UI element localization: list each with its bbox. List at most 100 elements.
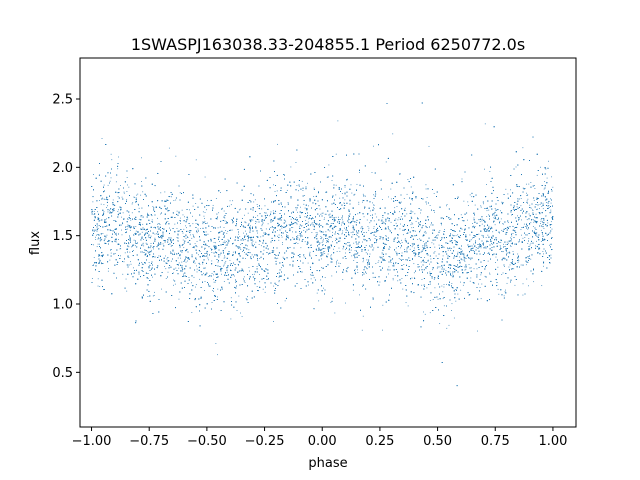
data-point bbox=[355, 253, 357, 255]
data-point bbox=[461, 228, 463, 230]
data-point bbox=[215, 198, 217, 199]
data-point bbox=[152, 276, 153, 278]
data-point bbox=[534, 188, 536, 189]
data-point bbox=[478, 283, 480, 285]
data-point bbox=[297, 235, 299, 237]
data-point bbox=[434, 211, 435, 213]
data-point bbox=[97, 217, 99, 219]
data-point bbox=[434, 246, 436, 248]
data-point bbox=[222, 241, 224, 243]
data-point bbox=[505, 289, 506, 291]
data-point bbox=[204, 267, 206, 269]
data-point bbox=[372, 276, 374, 278]
data-point bbox=[171, 196, 172, 198]
data-point bbox=[404, 207, 406, 209]
data-point bbox=[541, 285, 543, 287]
data-point bbox=[238, 261, 240, 262]
data-point bbox=[303, 256, 305, 258]
data-point bbox=[450, 233, 452, 234]
data-point bbox=[437, 277, 439, 279]
data-point bbox=[485, 237, 487, 238]
data-point bbox=[293, 243, 295, 244]
data-point bbox=[412, 230, 413, 232]
data-point bbox=[399, 243, 401, 244]
data-point bbox=[228, 240, 230, 241]
data-point bbox=[529, 204, 531, 206]
data-point bbox=[402, 234, 404, 236]
data-point bbox=[336, 259, 338, 261]
data-point bbox=[233, 242, 234, 244]
data-point bbox=[215, 343, 217, 344]
data-point bbox=[301, 225, 303, 227]
data-point bbox=[129, 251, 131, 253]
data-point bbox=[492, 213, 494, 215]
data-point bbox=[362, 315, 364, 317]
data-point bbox=[333, 226, 335, 228]
data-point bbox=[92, 201, 94, 203]
data-point bbox=[506, 227, 508, 229]
data-point bbox=[148, 215, 150, 217]
data-point bbox=[174, 223, 176, 225]
data-point bbox=[500, 218, 502, 220]
data-point bbox=[311, 232, 313, 233]
data-point bbox=[228, 241, 230, 243]
data-point bbox=[488, 227, 490, 228]
data-point bbox=[154, 226, 156, 228]
data-point bbox=[536, 236, 538, 237]
data-point bbox=[196, 271, 198, 273]
data-point bbox=[461, 178, 463, 180]
data-point bbox=[471, 196, 473, 198]
data-point bbox=[184, 216, 185, 218]
data-point bbox=[97, 278, 99, 280]
data-point bbox=[338, 247, 340, 249]
data-point bbox=[410, 224, 412, 226]
data-point bbox=[131, 212, 133, 214]
data-point bbox=[296, 223, 298, 225]
data-point bbox=[199, 278, 201, 280]
data-point bbox=[454, 289, 456, 290]
data-point bbox=[167, 239, 168, 240]
data-point bbox=[543, 228, 545, 229]
data-point bbox=[426, 197, 428, 199]
data-point bbox=[544, 168, 546, 169]
data-point bbox=[145, 242, 147, 244]
data-point bbox=[417, 239, 419, 240]
data-point bbox=[408, 257, 409, 259]
data-point bbox=[286, 189, 288, 191]
data-point bbox=[255, 217, 256, 218]
data-point bbox=[533, 221, 535, 223]
data-point bbox=[196, 246, 198, 248]
data-point bbox=[133, 226, 135, 228]
data-point bbox=[329, 213, 331, 215]
data-point bbox=[127, 224, 129, 226]
data-point bbox=[182, 232, 184, 234]
data-point bbox=[429, 205, 431, 206]
data-point bbox=[365, 231, 367, 233]
data-point bbox=[350, 184, 352, 186]
data-point bbox=[274, 190, 276, 192]
data-point bbox=[203, 272, 204, 274]
data-point bbox=[344, 193, 346, 195]
data-point bbox=[101, 238, 103, 240]
data-point bbox=[114, 253, 116, 254]
data-point bbox=[520, 198, 522, 199]
data-point bbox=[441, 239, 442, 240]
data-point bbox=[417, 246, 419, 248]
data-point bbox=[311, 222, 313, 224]
data-point bbox=[547, 222, 549, 224]
data-point bbox=[266, 269, 268, 271]
data-point bbox=[540, 223, 541, 225]
data-point bbox=[140, 215, 142, 217]
data-point bbox=[241, 251, 243, 252]
data-point bbox=[532, 219, 534, 220]
data-point bbox=[195, 284, 197, 286]
data-point bbox=[347, 178, 348, 180]
data-point bbox=[533, 219, 535, 221]
data-point bbox=[224, 248, 226, 250]
data-point bbox=[250, 225, 251, 227]
data-point bbox=[207, 254, 208, 256]
data-point bbox=[292, 237, 294, 239]
data-point bbox=[164, 241, 166, 243]
data-point bbox=[499, 245, 501, 247]
data-point bbox=[313, 274, 314, 276]
